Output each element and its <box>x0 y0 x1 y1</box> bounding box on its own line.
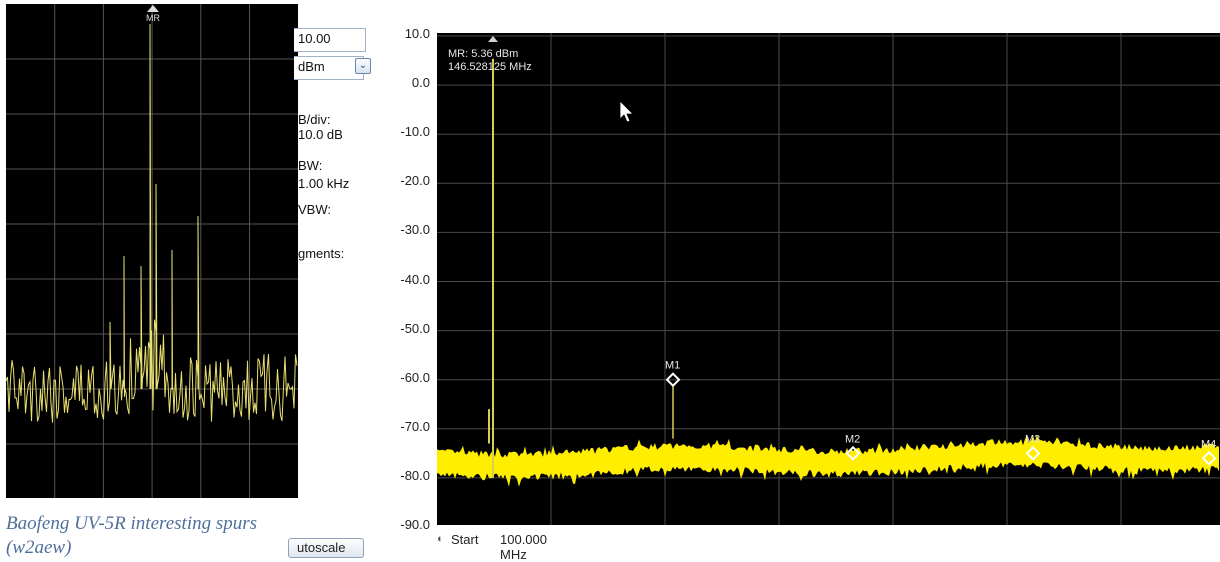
rbw-value: 1.00 kHz <box>298 176 350 191</box>
segments-label: gments: <box>298 246 345 261</box>
marker-m3[interactable]: M3 <box>1025 433 1041 461</box>
main-spectrum-graph: MR: 5.36 dBm 146.528125 MHz M1 M2 M3 M4 <box>437 33 1220 528</box>
start-frequency-value[interactable]: 100.000 MHz <box>500 532 547 562</box>
y-tick-label: -90.0 <box>400 517 430 532</box>
y-tick-label: 10.0 <box>404 26 430 41</box>
inset-marker-triangle-icon <box>147 5 159 12</box>
marker-readout-level: MR: 5.36 dBm <box>448 48 518 60</box>
inset-spectrum-graph: MR <box>6 4 298 498</box>
start-frequency-icon[interactable]: ◐ <box>437 533 444 545</box>
marker-diamond-icon <box>845 445 861 461</box>
inset-marker-label: MR <box>146 13 160 23</box>
marker-label: M3 <box>1025 433 1040 445</box>
y-tick-label: 0.0 <box>411 75 430 91</box>
reference-marker[interactable] <box>488 36 498 42</box>
ref-level-input[interactable]: 10.00 <box>294 28 366 52</box>
noise-floor-trace <box>437 434 1219 487</box>
unit-select[interactable]: dBm <box>294 56 364 80</box>
inset-trace <box>6 23 298 423</box>
mouse-cursor-icon <box>619 100 634 123</box>
scale-label: B/div: <box>298 112 331 127</box>
reference-marker-triangle-icon <box>488 36 498 42</box>
inset-spectrum: MR <box>6 4 298 498</box>
marker-m1[interactable]: M1 <box>665 360 681 388</box>
chevron-down-icon[interactable]: ⌄ <box>355 58 371 74</box>
marker-label: M1 <box>665 360 680 372</box>
y-tick-label: -50.0 <box>400 320 430 336</box>
marker-diamond-icon <box>665 372 681 388</box>
y-tick-label: -60.0 <box>400 369 430 385</box>
main-spectrum-plot[interactable]: MR: 5.36 dBm 146.528125 MHz M1 M2 M3 M4 <box>437 33 1220 528</box>
y-tick-label: -10.0 <box>400 124 430 140</box>
y-tick-label: -70.0 <box>400 418 430 434</box>
marker-readout-frequency: 146.528125 MHz <box>448 61 532 73</box>
vbw-label: VBW: <box>298 202 331 217</box>
marker-diamond-icon <box>1025 445 1041 461</box>
start-label: Start <box>451 532 479 547</box>
settings-panel: 10.00 dBm B/div: 10.0 dB BW: 1.00 kHz VB… <box>294 0 376 559</box>
marker-m2[interactable]: M2 <box>845 433 861 461</box>
marker-label: M4 <box>1201 438 1216 450</box>
y-tick-label: -20.0 <box>400 173 430 189</box>
y-tick-label: -40.0 <box>400 271 430 287</box>
image-caption: Baofeng UV-5R interesting spurs (w2aew) <box>6 513 258 558</box>
autoscale-button[interactable]: utoscale <box>288 538 364 558</box>
rbw-label: BW: <box>298 158 323 173</box>
marker-label: M2 <box>845 433 860 445</box>
scale-value: 10.0 dB <box>298 127 343 142</box>
y-tick-label: -30.0 <box>400 222 430 238</box>
marker-diamond-icon <box>1201 450 1217 466</box>
spur-markers: M1 M2 M3 M4 <box>665 360 1217 466</box>
y-tick-label: -80.0 <box>400 467 430 483</box>
marker-m4[interactable]: M4 <box>1201 438 1217 466</box>
